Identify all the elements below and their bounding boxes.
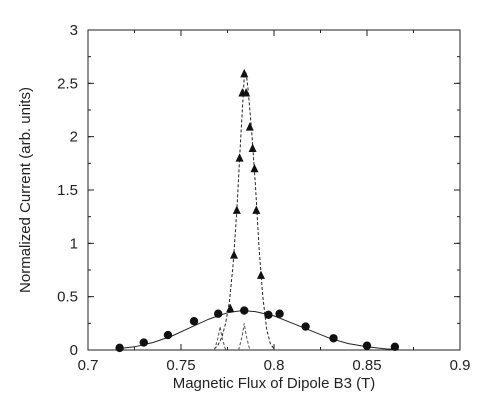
- y-tick-label: 0: [70, 342, 78, 359]
- triangle-data-point: [250, 163, 259, 173]
- circle-data-point: [390, 342, 400, 351]
- triangle-data-point: [232, 205, 241, 214]
- triangle-data-point: [242, 88, 251, 97]
- triangle-data-point: [235, 153, 244, 162]
- triangle-data-point: [256, 270, 265, 279]
- plot-area-frame: [87, 29, 461, 351]
- x-tick-label: 0.85: [352, 357, 381, 374]
- circle-data-point: [264, 310, 273, 319]
- y-tick-label: 3: [70, 22, 78, 39]
- circle-data-point: [275, 309, 284, 318]
- triangle-data-point: [248, 143, 257, 152]
- circle-data-point: [163, 330, 173, 340]
- y-tick-label: 0.5: [57, 289, 78, 306]
- x-tick-label: 0.8: [264, 357, 285, 374]
- circle-data-point: [301, 322, 310, 331]
- fit-curve-series-1: [115, 309, 399, 350]
- circle-data-point: [362, 341, 372, 350]
- circle-data-point: [240, 306, 249, 315]
- x-tick-label: 0.75: [166, 357, 195, 374]
- x-tick-label: 0.9: [450, 357, 471, 374]
- y-tick-label: 1.5: [57, 182, 78, 199]
- circle-data-point: [189, 317, 199, 326]
- circle-data-point: [115, 343, 124, 353]
- circle-data-point: [329, 334, 338, 343]
- triangle-data-point: [240, 68, 249, 78]
- triangle-data-point: [245, 122, 254, 131]
- triangle-data-point: [230, 250, 239, 259]
- x-axis-title: Magnetic Flux of Dipole B3 (T): [173, 375, 376, 392]
- y-axis-title: Normalized Current (arb. units): [17, 87, 34, 293]
- y-tick-label: 2: [70, 129, 78, 146]
- triangle-data-point: [252, 205, 261, 214]
- circle-data-point: [139, 338, 148, 347]
- circle-data-point: [214, 309, 223, 318]
- y-tick-label: 1: [70, 235, 78, 252]
- y-tick-label: 2.5: [57, 75, 78, 92]
- sub-peak-curve-1: [238, 323, 251, 351]
- triangle-data-point: [226, 303, 235, 312]
- x-tick-label: 0.7: [78, 357, 99, 374]
